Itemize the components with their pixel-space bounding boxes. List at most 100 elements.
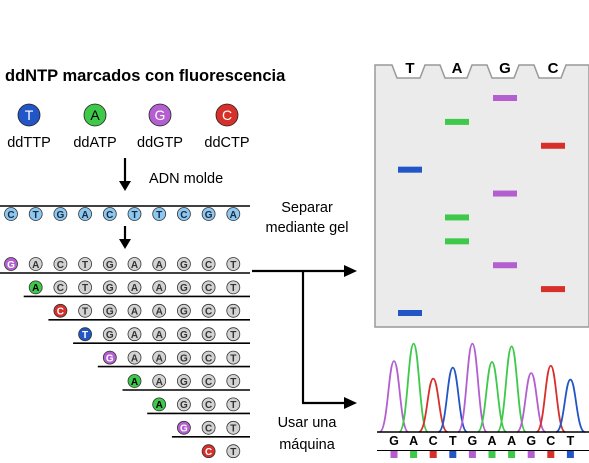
- nucleotide-circle-icon: [226, 374, 241, 388]
- ddgtp-circle-icon: [148, 103, 172, 127]
- nucleotide-circle-icon: [201, 327, 216, 342]
- read-base: A: [487, 434, 496, 448]
- nucleotide-circle-icon: [176, 257, 191, 271]
- nucleotide-letter: A: [131, 260, 138, 271]
- nucleotide-letter: G: [205, 210, 213, 221]
- nucleotide-circle-icon: [53, 207, 68, 221]
- nucleotide-letter: A: [131, 353, 138, 364]
- nucleotide-letter: G: [106, 283, 114, 294]
- read-base: A: [409, 434, 418, 448]
- fragment-base: A: [152, 327, 167, 342]
- template-base: T: [28, 207, 43, 221]
- fragment-base: G: [102, 280, 117, 295]
- nucleotide-circle-icon: [152, 397, 167, 412]
- fragment-base: T: [226, 350, 241, 365]
- terminating-nucleotide: G: [176, 420, 191, 435]
- gel-lane-label: T: [405, 60, 414, 77]
- nucleotide-letter: G: [180, 330, 188, 341]
- nucleotide-circle-icon: [226, 207, 241, 221]
- chromatogram-peak: [496, 345, 527, 433]
- nucleotide-circle-icon: [102, 327, 117, 342]
- ddatp-circle-icon: [83, 103, 107, 127]
- gel-band: [541, 286, 565, 293]
- nucleotide-letter: A: [131, 283, 138, 294]
- nucleotide-circle-icon: [127, 374, 142, 388]
- strip-cell: [527, 451, 535, 458]
- read-base: A: [507, 434, 516, 448]
- nucleotide-letter: T: [156, 210, 162, 221]
- template-base: T: [127, 207, 142, 221]
- terminating-nucleotide: A: [127, 374, 142, 388]
- gel-band: [493, 95, 517, 101]
- chromatogram-peak: [457, 342, 488, 433]
- nucleotide-circle-icon: [201, 207, 216, 221]
- strip-cell: [547, 451, 555, 458]
- nucleotide-letter: A: [156, 260, 163, 271]
- read-base: G: [468, 434, 478, 448]
- fragment-base: G: [176, 257, 191, 271]
- template-base: T: [152, 207, 167, 221]
- nucleotide-circle-icon: [152, 280, 167, 295]
- nucleotide-circle-icon: [201, 374, 216, 388]
- fragment-base: A: [127, 327, 142, 342]
- gel-plate: [374, 64, 589, 328]
- nucleotide-letter: C: [205, 353, 212, 364]
- fragment-base: T: [226, 257, 241, 271]
- nucleotide-letter: T: [230, 307, 236, 318]
- nucleotide-letter: C: [180, 210, 187, 221]
- nucleotide-letter: C: [57, 307, 64, 318]
- nucleotide-letter: C: [205, 330, 212, 341]
- nucleotide-circle-icon: [127, 303, 142, 318]
- nucleotide-circle-icon: [4, 207, 18, 221]
- terminating-nucleotide: G: [102, 350, 117, 365]
- nucleotide-letter: A: [131, 377, 138, 388]
- fragment-base: C: [201, 303, 216, 318]
- nucleotide-letter: T: [131, 210, 137, 221]
- separate-label-line1: Separar: [281, 200, 333, 216]
- nucleotide-letter: A: [156, 377, 163, 388]
- nucleotide-letter: T: [33, 210, 39, 221]
- ddatp-label: ddATP: [73, 135, 116, 151]
- terminating-nucleotide: G: [4, 257, 18, 271]
- nucleotide-letter: G: [180, 400, 188, 411]
- nucleotide-circle-icon: [176, 207, 191, 221]
- strip-cell: [449, 451, 457, 458]
- nucleotide-letter: T: [230, 330, 236, 341]
- template-base: A: [226, 207, 241, 221]
- nucleotide-letter: G: [180, 283, 188, 294]
- read-base: C: [546, 434, 555, 448]
- fragment-base: A: [127, 257, 142, 271]
- nucleotide-circle-icon: [127, 207, 142, 221]
- fragment-base: C: [201, 397, 216, 412]
- nucleotide-letter: G: [106, 353, 114, 364]
- nucleotide-circle-icon: [176, 374, 191, 388]
- read-base: C: [429, 434, 438, 448]
- nucleotide-circle-icon: [127, 280, 142, 295]
- nucleotide-circle-icon: [201, 280, 216, 295]
- nucleotide-circle-icon: [102, 303, 117, 318]
- template-base: C: [102, 207, 117, 221]
- nucleotide-letter: C: [205, 260, 212, 271]
- legend-item-ddttp: T ddTTP: [7, 103, 51, 151]
- nucleotide-letter: C: [205, 307, 212, 318]
- gel-lane-label: G: [499, 60, 511, 77]
- machine-label-line1: Usar una: [278, 415, 338, 431]
- gel-band: [445, 214, 469, 221]
- nucleotide-letter: G: [57, 210, 65, 221]
- strip-cell: [410, 451, 418, 458]
- nucleotide-letter: A: [156, 307, 163, 318]
- ddatp-letter: A: [90, 107, 100, 123]
- nucleotide-circle-icon: [201, 303, 216, 318]
- nucleotide-circle-icon: [226, 280, 241, 295]
- nucleotide-letter: G: [180, 353, 188, 364]
- fragment-base: T: [226, 303, 241, 318]
- fragment-base: C: [201, 257, 216, 271]
- nucleotide-letter: A: [156, 400, 163, 411]
- ddctp-circle-icon: [215, 103, 239, 127]
- terminating-nucleotide: A: [28, 280, 43, 295]
- nucleotide-letter: A: [32, 283, 39, 294]
- separate-label-line2: mediante gel: [265, 220, 348, 236]
